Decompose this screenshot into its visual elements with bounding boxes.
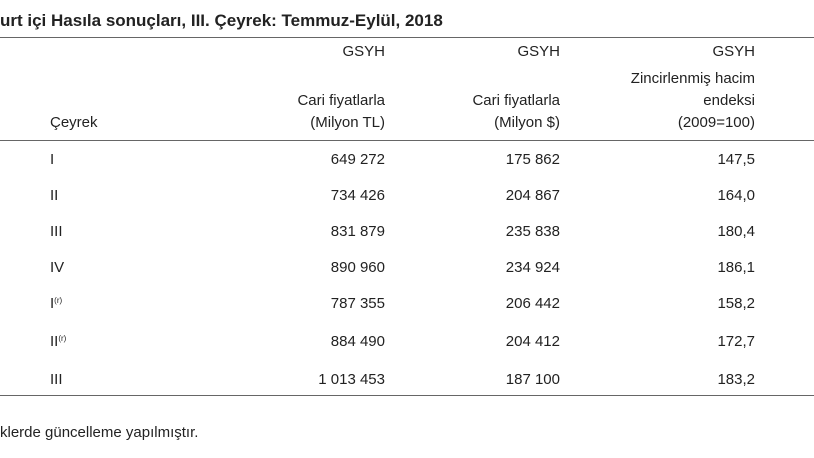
cell: 831 879 — [330, 223, 385, 240]
cell: 204 412 — [505, 333, 560, 350]
cell: 1 013 453 — [318, 371, 385, 388]
table-title: urt içi Hasıla sonuçları, III. Çeyrek: T… — [0, 11, 443, 30]
column-header: Cari fiyatlarla — [472, 92, 560, 109]
column-header: (2009=100) — [677, 114, 755, 131]
row-label: I — [50, 151, 54, 169]
row-label: IV — [50, 259, 64, 277]
quarter: III — [50, 371, 63, 388]
column-header: Zincirlenmiş hacim — [630, 70, 755, 87]
rule — [0, 37, 814, 38]
cell: 186,1 — [717, 259, 755, 276]
column-header: (Milyon TL) — [310, 114, 385, 131]
quarter: I — [50, 295, 55, 312]
column-top: GSYH — [712, 43, 755, 60]
cell: 734 426 — [330, 187, 385, 204]
rule — [0, 395, 814, 396]
cell: 180,4 — [717, 223, 755, 240]
column-header: endeksi — [703, 92, 755, 109]
quarter: I — [50, 151, 55, 168]
row-header: Çeyrek — [50, 114, 98, 131]
column-top: GSYH — [342, 43, 385, 60]
cell: 164,0 — [717, 187, 755, 204]
column-header: Cari fiyatlarla — [297, 92, 385, 109]
cell: 187 100 — [505, 371, 560, 388]
row-label: III — [50, 223, 63, 241]
cell: 147,5 — [717, 151, 755, 168]
column-top: GSYH — [517, 43, 560, 60]
quarter: II — [50, 187, 59, 204]
quarter: IV — [50, 259, 65, 276]
row-label: II(r) — [50, 333, 66, 351]
cell: 175 862 — [505, 151, 560, 168]
cell: 884 490 — [330, 333, 385, 350]
footnote: klerde güncelleme yapılmıştır. — [0, 424, 199, 441]
cell: 235 838 — [505, 223, 560, 240]
quarter: III — [50, 223, 63, 240]
cell: 204 867 — [505, 187, 560, 204]
rule — [0, 140, 814, 141]
row-label: III — [50, 371, 63, 389]
row-label: II — [50, 187, 58, 205]
quarter: II — [50, 333, 59, 350]
column-header: (Milyon $) — [494, 114, 560, 131]
cell: 234 924 — [505, 259, 560, 276]
cell: 158,2 — [717, 295, 755, 312]
revision-mark: (r) — [58, 334, 67, 343]
cell: 183,2 — [717, 371, 755, 388]
cell: 206 442 — [505, 295, 560, 312]
cell: 649 272 — [330, 151, 385, 168]
cell: 890 960 — [330, 259, 385, 276]
row-label: I(r) — [50, 295, 62, 313]
revision-mark: (r) — [54, 296, 63, 305]
cell: 172,7 — [717, 333, 755, 350]
cell: 787 355 — [330, 295, 385, 312]
